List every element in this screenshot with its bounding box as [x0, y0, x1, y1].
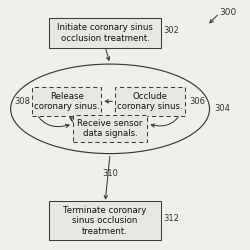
- Text: Occlude
coronary sinus.: Occlude coronary sinus.: [117, 92, 183, 111]
- Text: 302: 302: [164, 26, 180, 35]
- Text: 312: 312: [164, 214, 180, 223]
- Text: 300: 300: [220, 8, 237, 17]
- Text: Initiate coronary sinus
occlusion treatment.: Initiate coronary sinus occlusion treatm…: [57, 23, 153, 43]
- Text: 304: 304: [214, 104, 230, 113]
- Text: Receive sensor
data signals.: Receive sensor data signals.: [78, 119, 143, 139]
- Text: 306: 306: [190, 97, 206, 106]
- Text: Release
coronary sinus.: Release coronary sinus.: [34, 92, 100, 111]
- FancyBboxPatch shape: [73, 115, 148, 142]
- FancyBboxPatch shape: [32, 87, 102, 116]
- Text: 308: 308: [14, 97, 30, 106]
- FancyBboxPatch shape: [49, 18, 161, 48]
- Text: Terminate coronary
sinus occlusion
treatment.: Terminate coronary sinus occlusion treat…: [64, 206, 147, 236]
- FancyBboxPatch shape: [115, 87, 185, 116]
- Text: 310: 310: [102, 168, 118, 177]
- FancyBboxPatch shape: [49, 202, 161, 240]
